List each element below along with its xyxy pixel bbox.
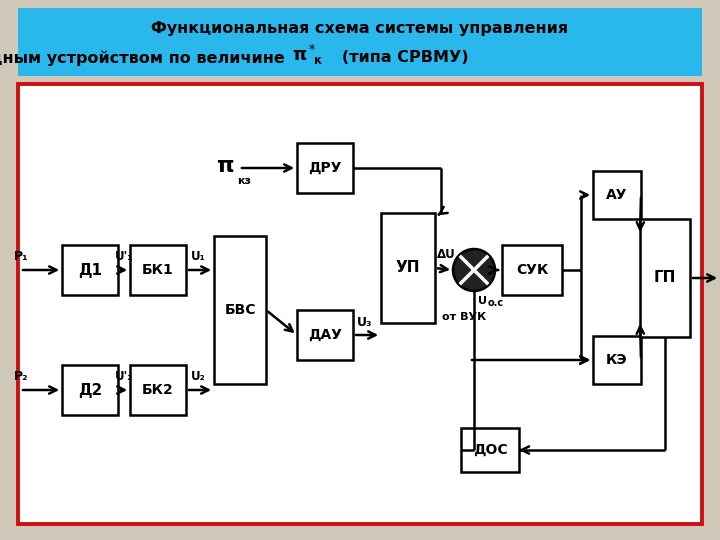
Text: УП: УП (396, 260, 420, 275)
Text: ΔU: ΔU (436, 247, 455, 260)
Bar (640, 219, 690, 337)
Bar (593, 336, 641, 384)
Text: $\mathbf{\pi}^*$: $\mathbf{\pi}^*$ (292, 45, 317, 65)
Text: входным устройством по величине: входным устройством по величине (0, 50, 290, 66)
Bar (214, 236, 266, 384)
Text: ДРУ: ДРУ (308, 161, 342, 175)
Text: СУК: СУК (516, 263, 548, 277)
Text: ГП: ГП (654, 271, 676, 286)
Bar (297, 310, 353, 360)
Text: (типа СРВМУ): (типа СРВМУ) (325, 51, 469, 65)
Text: $\mathbf{\pi}$: $\mathbf{\pi}$ (216, 156, 234, 176)
Bar (593, 171, 641, 219)
Text: БК2: БК2 (142, 383, 174, 397)
Text: P₁: P₁ (14, 251, 29, 264)
Text: U₃: U₃ (357, 315, 372, 328)
Bar (130, 365, 186, 415)
Text: U'₁: U'₁ (114, 249, 133, 262)
Bar (62, 365, 118, 415)
Text: ДОС: ДОС (473, 443, 508, 457)
Bar (18, 8, 702, 76)
Text: Д1: Д1 (78, 262, 102, 278)
Text: Функциональная схема системы управления: Функциональная схема системы управления (151, 21, 569, 36)
Text: КЭ: КЭ (606, 353, 628, 367)
Text: U₁: U₁ (191, 251, 206, 264)
Bar (502, 245, 562, 295)
Text: БВС: БВС (224, 303, 256, 317)
Text: Д2: Д2 (78, 382, 102, 397)
Bar (461, 428, 519, 472)
Text: P₂: P₂ (14, 370, 29, 383)
Text: кз: кз (237, 176, 251, 186)
Text: U'₂: U'₂ (114, 369, 133, 382)
Text: АУ: АУ (606, 188, 628, 202)
Text: ДАУ: ДАУ (308, 328, 342, 342)
Circle shape (453, 249, 495, 291)
Bar (297, 143, 353, 193)
Bar (381, 213, 435, 323)
Text: БК1: БК1 (142, 263, 174, 277)
Text: U₂: U₂ (191, 370, 206, 383)
Text: от ВУК: от ВУК (442, 312, 486, 322)
Bar (62, 245, 118, 295)
Bar (130, 245, 186, 295)
Text: U: U (478, 296, 487, 306)
Text: к: к (314, 55, 322, 68)
Text: о.с: о.с (488, 298, 504, 308)
Bar (18, 84, 702, 524)
